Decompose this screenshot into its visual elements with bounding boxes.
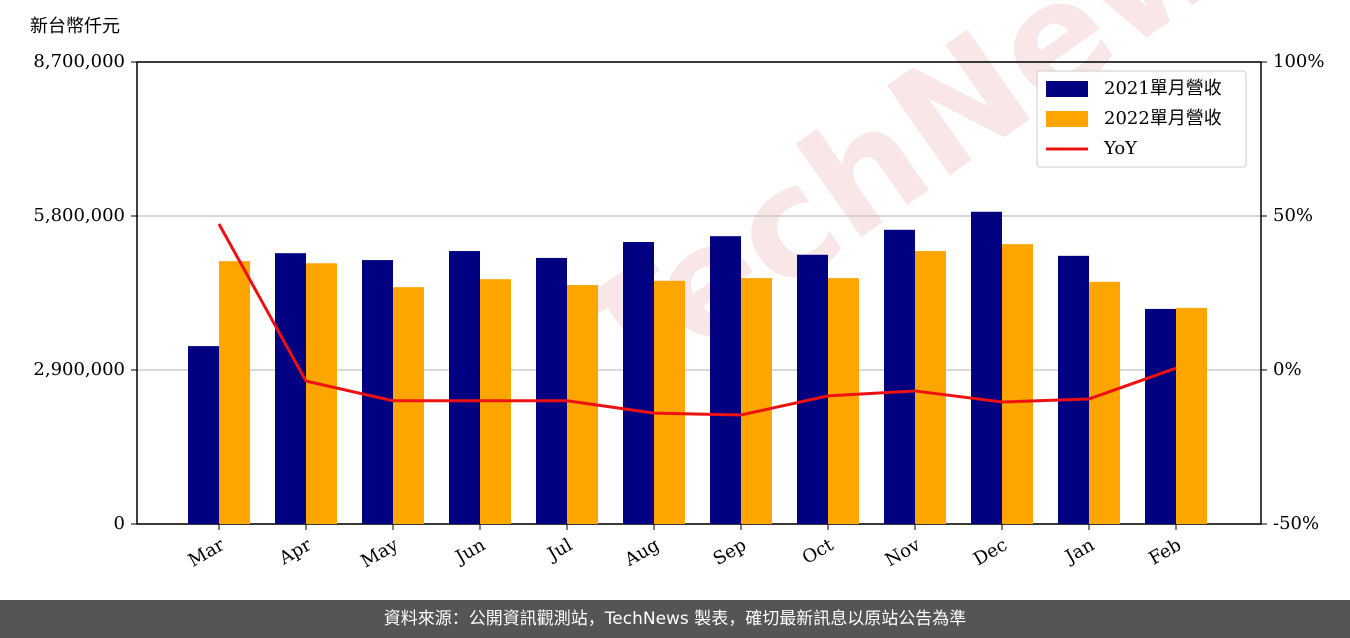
bar [275,253,306,524]
bar [1002,244,1033,524]
bar [362,260,393,524]
plot-frame [136,61,1262,525]
bar [623,242,654,524]
bar [188,346,219,524]
legend-swatch [1046,111,1088,127]
bar [306,263,337,524]
y2-tick-label: -50% [1273,513,1319,534]
bar [884,229,915,525]
legend-label: YoY [1103,138,1138,159]
legend-swatch [1046,81,1088,97]
bar [219,261,250,524]
x-tick-label: Oct [799,534,838,569]
bar [797,254,828,525]
bar [1089,281,1120,524]
y-tick-label: 8,700,000 [33,51,125,72]
y2-tick-label: 0% [1273,359,1302,380]
x-tick-label: Feb [1145,534,1185,569]
bar [536,257,567,524]
y-tick-label: 5,800,000 [33,205,125,226]
y-tick-label: 2,900,000 [33,359,125,380]
bar [828,278,859,524]
bar [1176,307,1207,524]
bar [1058,255,1089,525]
source-note: 資料來源：公開資訊觀測站，TechNews 製表，確切最新訊息以原站公告為準 [0,600,1350,638]
x-tick-label: Jun [450,534,489,569]
bar [1145,308,1176,524]
x-tick-label: Mar [185,534,229,571]
chart: TechNews 新台幣仟元 02,900,0005,800,0008,700,… [30,0,1332,572]
x-tick-label: May [357,534,402,572]
legend-label: 2021單月營收 [1104,78,1222,99]
bar [741,278,772,524]
y2-tick-label: 100% [1273,51,1324,72]
bar [449,251,480,524]
bar [393,287,424,524]
bar [915,251,946,524]
x-tick-label: Apr [275,534,315,569]
x-tick-label: Sep [710,534,750,569]
legend-box [1036,70,1247,168]
x-tick-label: Nov [882,534,925,571]
x-tick-label: Dec [970,534,1011,570]
y-tick-label: 0 [114,513,125,534]
bar [710,236,741,524]
x-tick-label: Aug [620,534,663,571]
x-tick-label: Jul [542,534,576,566]
x-tick-label: Jan [1060,534,1098,568]
yoy-line [217,223,1177,417]
y-axis-label: 新台幣仟元 [30,16,120,37]
bar [654,280,685,524]
legend-label: 2022單月營收 [1104,108,1222,129]
y2-tick-label: 50% [1273,205,1313,226]
bar [971,211,1002,525]
